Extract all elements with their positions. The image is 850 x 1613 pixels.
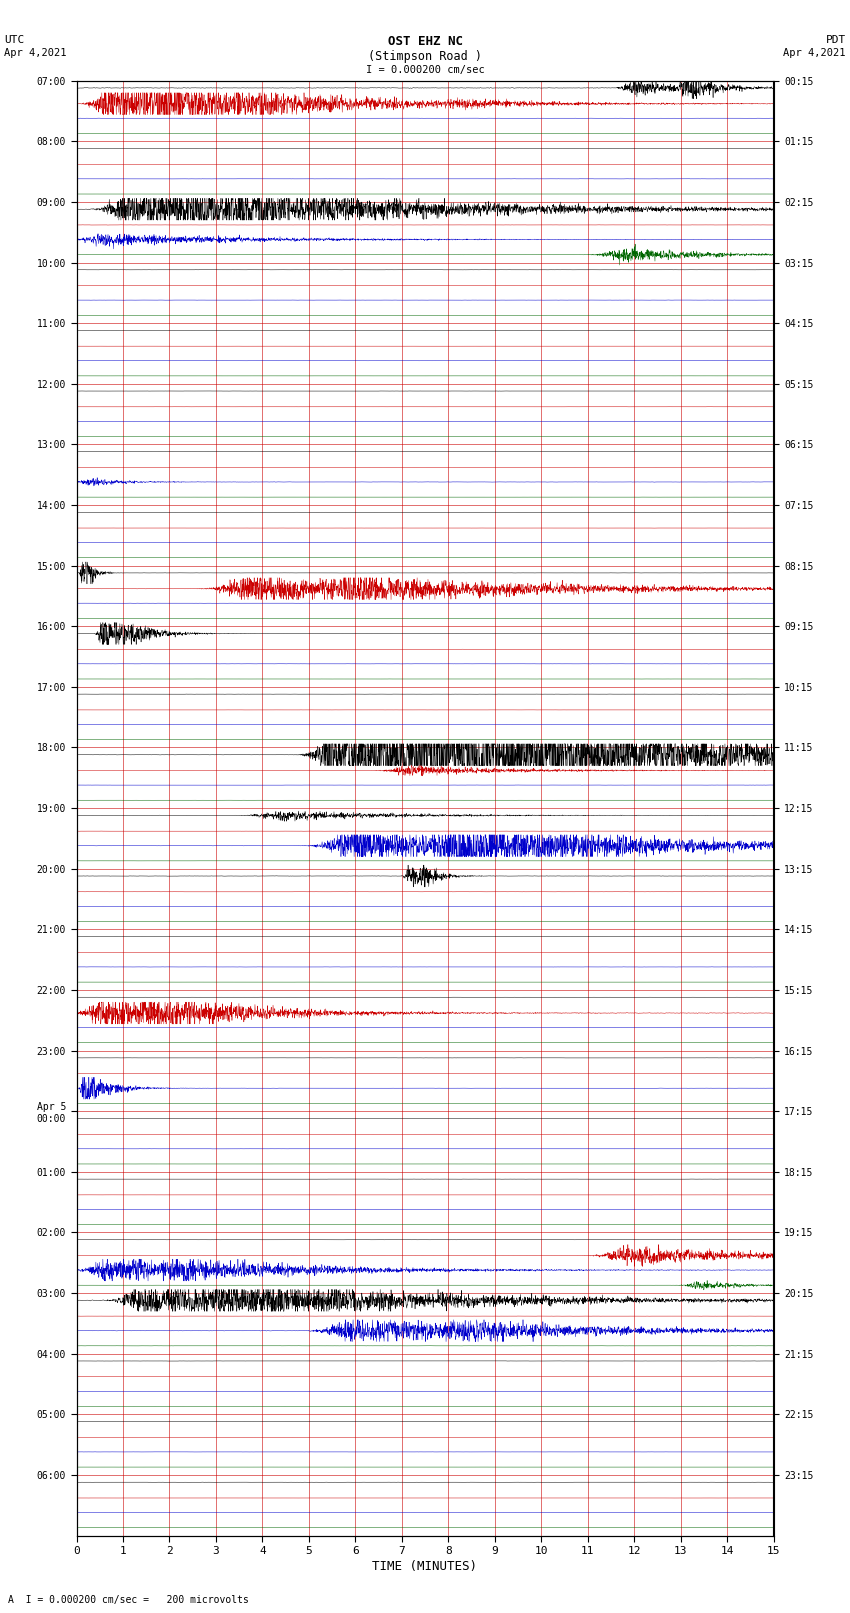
Text: I = 0.000200 cm/sec: I = 0.000200 cm/sec	[366, 65, 484, 74]
Text: Apr 4,2021: Apr 4,2021	[783, 48, 846, 58]
Text: OST EHZ NC: OST EHZ NC	[388, 35, 462, 48]
Text: Apr 4,2021: Apr 4,2021	[4, 48, 67, 58]
X-axis label: TIME (MINUTES): TIME (MINUTES)	[372, 1560, 478, 1573]
Text: A  I = 0.000200 cm/sec =   200 microvolts: A I = 0.000200 cm/sec = 200 microvolts	[8, 1595, 249, 1605]
Text: UTC: UTC	[4, 35, 25, 45]
Text: PDT: PDT	[825, 35, 846, 45]
Text: (Stimpson Road ): (Stimpson Road )	[368, 50, 482, 63]
